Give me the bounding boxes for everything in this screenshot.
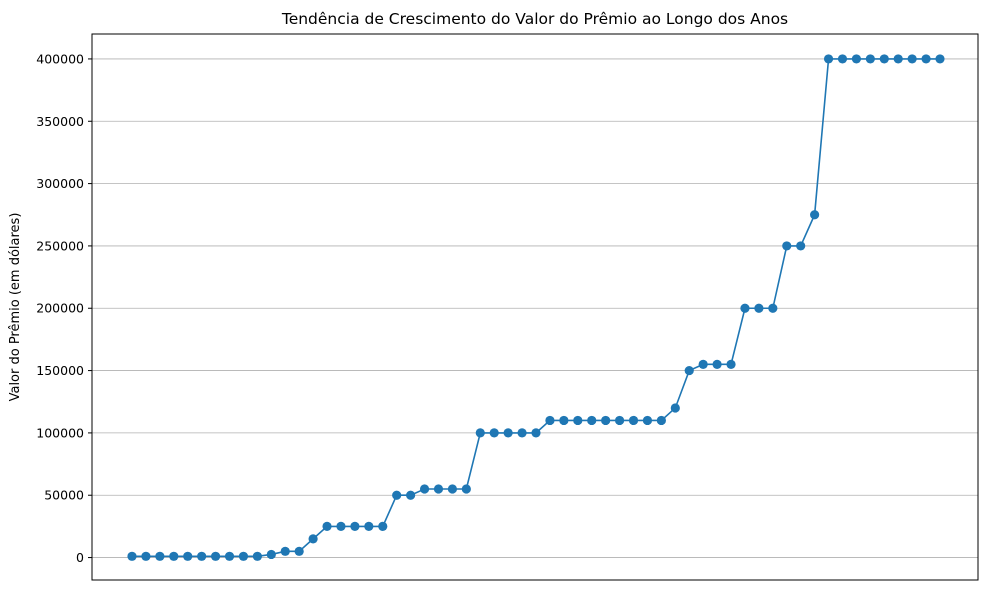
data-point-58 xyxy=(935,54,945,64)
data-point-5 xyxy=(197,551,207,561)
data-point-28 xyxy=(517,428,527,438)
data-point-20 xyxy=(406,490,416,500)
data-point-2 xyxy=(155,551,165,561)
data-point-49 xyxy=(810,210,820,220)
data-point-12 xyxy=(294,546,304,556)
y-tick-label-5: 250000 xyxy=(36,238,84,253)
data-point-7 xyxy=(224,551,235,561)
series-line xyxy=(132,58,940,558)
data-point-33 xyxy=(587,415,597,426)
data-point-24 xyxy=(461,484,471,494)
data-point-14 xyxy=(322,521,332,531)
data-point-25 xyxy=(475,428,485,438)
plot-frame xyxy=(91,33,979,581)
data-point-34 xyxy=(601,415,611,426)
data-point-47 xyxy=(782,241,792,251)
data-point-27 xyxy=(503,428,513,438)
data-point-38 xyxy=(656,415,666,426)
data-point-9 xyxy=(252,551,262,561)
data-point-13 xyxy=(308,534,318,544)
data-point-4 xyxy=(183,551,193,561)
data-point-8 xyxy=(238,551,249,561)
data-point-30 xyxy=(545,415,555,426)
data-point-36 xyxy=(628,415,639,426)
data-point-16 xyxy=(350,521,360,531)
data-point-48 xyxy=(796,241,806,251)
y-tick-label-2: 100000 xyxy=(36,425,84,440)
data-point-3 xyxy=(169,551,179,561)
data-point-57 xyxy=(921,54,931,64)
y-tick-label-6: 300000 xyxy=(36,176,84,191)
y-tick-label-4: 200000 xyxy=(36,301,84,316)
data-point-55 xyxy=(893,54,903,64)
data-point-37 xyxy=(642,415,653,426)
data-point-52 xyxy=(851,54,862,64)
data-point-44 xyxy=(740,303,750,313)
data-point-39 xyxy=(670,403,680,413)
y-axis-label: Valor do Prêmio (em dólares) xyxy=(8,213,23,402)
data-point-43 xyxy=(726,359,736,369)
y-tick-label-7: 350000 xyxy=(36,114,84,129)
data-point-54 xyxy=(879,54,889,64)
data-point-1 xyxy=(141,551,151,561)
data-point-31 xyxy=(559,415,569,426)
data-point-53 xyxy=(865,54,875,64)
y-axis-ticks: 0 50000 100000 150000 200000 250000 300000 3500… xyxy=(36,51,92,565)
data-point-19 xyxy=(392,490,402,500)
data-point-26 xyxy=(489,428,499,438)
y-tick-label-3: 150000 xyxy=(36,363,84,378)
data-point-10 xyxy=(266,549,276,560)
data-point-41 xyxy=(698,359,708,369)
y-tick-label-8: 400000 xyxy=(36,51,84,66)
data-point-51 xyxy=(837,54,848,64)
data-point-layer xyxy=(127,54,945,561)
data-point-56 xyxy=(907,54,917,64)
data-point-6 xyxy=(210,551,221,561)
y-tick-label-1: 50000 xyxy=(44,488,84,503)
data-point-21 xyxy=(419,484,430,494)
data-point-32 xyxy=(573,415,583,426)
data-point-42 xyxy=(712,359,722,369)
data-point-23 xyxy=(447,484,458,494)
y-tick-label-0: 0 xyxy=(76,550,84,565)
data-point-35 xyxy=(614,415,625,426)
data-point-50 xyxy=(823,54,834,64)
data-point-0 xyxy=(127,551,137,561)
data-point-15 xyxy=(336,521,346,531)
chart-title: Tendência de Crescimento do Valor do Prê… xyxy=(281,10,788,28)
data-point-29 xyxy=(531,428,541,438)
data-point-46 xyxy=(768,303,778,313)
data-point-45 xyxy=(754,303,764,313)
data-point-18 xyxy=(378,521,388,531)
data-point-17 xyxy=(364,521,374,531)
grid-lines xyxy=(92,58,978,558)
series-line-layer xyxy=(132,58,940,558)
data-point-22 xyxy=(433,484,444,494)
data-point-11 xyxy=(280,546,290,556)
data-point-40 xyxy=(684,365,694,376)
